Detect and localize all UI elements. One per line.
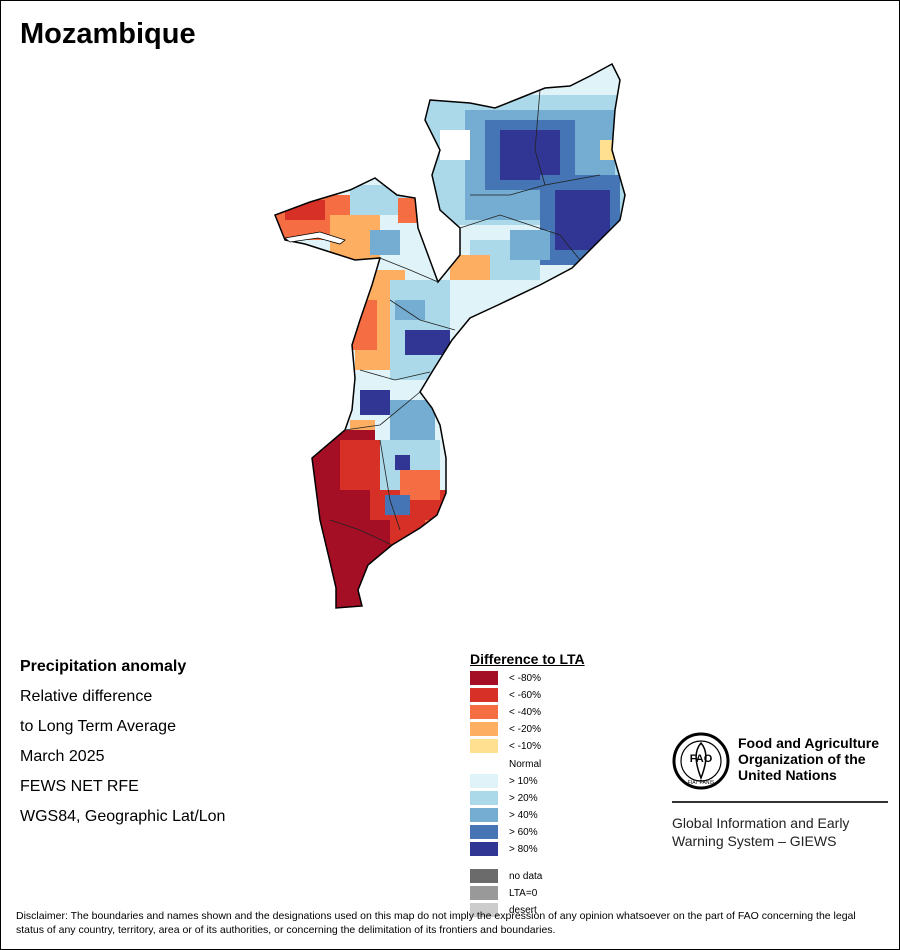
legend-swatch bbox=[470, 886, 498, 900]
legend-label: < -20% bbox=[509, 724, 541, 735]
province-borders bbox=[329, 89, 601, 546]
legend-swatch bbox=[470, 808, 498, 822]
legend-swatch bbox=[470, 705, 498, 719]
info-title: Precipitation anomaly bbox=[20, 658, 187, 675]
fao-logo-motto: FIAT PANIS bbox=[688, 780, 715, 786]
anomaly-layer bbox=[275, 64, 625, 608]
legend-title: Difference to LTA bbox=[470, 651, 585, 667]
legend-swatch bbox=[470, 869, 498, 883]
info-projection: WGS84, Geographic Lat/Lon bbox=[20, 808, 226, 825]
lake-features bbox=[284, 231, 346, 245]
legend-label: > 80% bbox=[509, 844, 538, 855]
info-line-2: Relative difference bbox=[20, 688, 153, 705]
fao-name-line-3: United Nations bbox=[738, 767, 837, 783]
legend-label: no data bbox=[509, 871, 543, 882]
legend-label: > 60% bbox=[509, 827, 538, 838]
fao-name-line-1: Food and Agriculture bbox=[738, 735, 880, 751]
legend-label: > 20% bbox=[509, 793, 538, 804]
legend-label: desert bbox=[509, 905, 537, 916]
country-map bbox=[274, 62, 626, 609]
legend-swatch bbox=[470, 739, 498, 753]
giews-line-1: Global Information and Early bbox=[672, 815, 850, 831]
info-date: March 2025 bbox=[20, 748, 105, 765]
legend-swatch bbox=[470, 671, 498, 685]
legend-label: LTA=0 bbox=[509, 888, 538, 899]
legend-swatch bbox=[470, 757, 498, 771]
legend-swatch bbox=[470, 722, 498, 736]
giews-line-2: Warning System – GIEWS bbox=[672, 833, 837, 849]
disclaimer: Disclaimer: The boundaries and names sho… bbox=[16, 910, 856, 936]
legend-label: Normal bbox=[509, 759, 542, 770]
country-border bbox=[274, 62, 626, 609]
fao-logo-icon: FAO FIAT PANIS bbox=[672, 732, 730, 790]
fao-name-line-2: Organization of the bbox=[738, 751, 866, 767]
legend-label: > 10% bbox=[509, 776, 538, 787]
legend-swatch bbox=[470, 825, 498, 839]
info-line-3: to Long Term Average bbox=[20, 718, 176, 735]
legend-swatch bbox=[470, 791, 498, 805]
info-source: FEWS NET RFE bbox=[20, 778, 139, 795]
fao-logo-text: FAO bbox=[690, 753, 713, 765]
legend-label: < -40% bbox=[509, 707, 541, 718]
legend-swatch bbox=[470, 688, 498, 702]
legend-swatch bbox=[470, 774, 498, 788]
legend-label: > 40% bbox=[509, 810, 538, 821]
fao-divider bbox=[672, 801, 888, 803]
giews-name: Global Information and Early Warning Sys… bbox=[672, 814, 892, 850]
legend-label: < -60% bbox=[509, 690, 541, 701]
map-info: Precipitation anomaly Relative differenc… bbox=[20, 656, 225, 836]
legend-swatch bbox=[470, 842, 498, 856]
legend-swatch bbox=[470, 903, 498, 917]
legend: Difference to LTA < -80% < -60% < -40% < -2… bbox=[470, 651, 585, 917]
legend-label: < -80% bbox=[509, 673, 541, 684]
fao-name: Food and Agriculture Organization of the… bbox=[738, 735, 898, 783]
map-title: Mozambique bbox=[20, 18, 196, 50]
legend-label: < -10% bbox=[509, 741, 541, 752]
